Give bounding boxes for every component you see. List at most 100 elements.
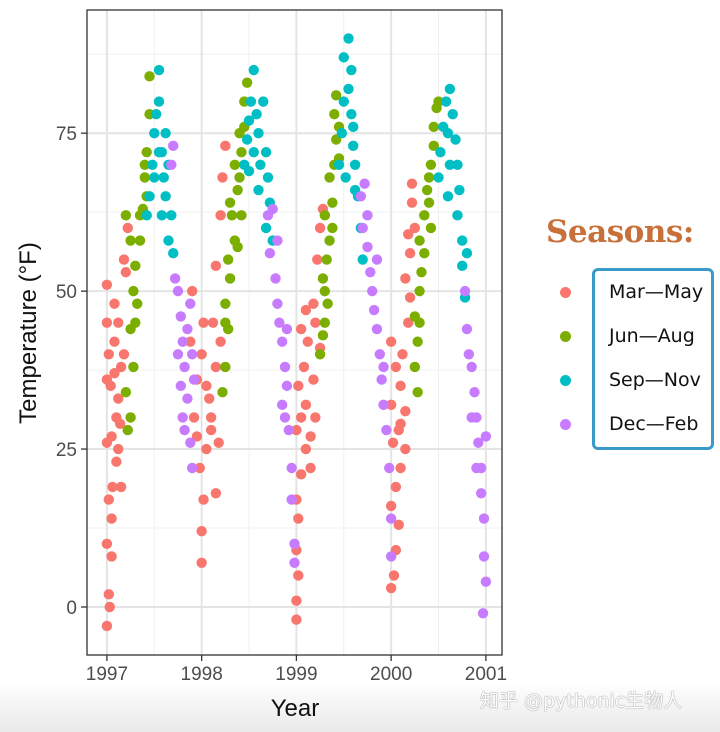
- legend-item: Sep—Nov: [560, 365, 701, 395]
- point-mar-may: [406, 178, 418, 189]
- point-dec-feb: [366, 285, 378, 297]
- point-dec-feb: [365, 266, 376, 278]
- point-dec-feb: [182, 393, 193, 404]
- point-jun-aug: [327, 222, 338, 234]
- point-sep-nov: [346, 109, 357, 120]
- point-dec-feb: [355, 191, 367, 202]
- point-sep-nov: [166, 210, 177, 221]
- point-dec-feb: [177, 336, 188, 347]
- legend-label: Jun—Aug: [609, 325, 695, 347]
- point-jun-aug: [317, 273, 329, 284]
- point-dec-feb: [376, 374, 387, 385]
- point-dec-feb: [289, 557, 300, 568]
- legend-item: Mar—May: [560, 277, 703, 307]
- point-mar-may: [295, 412, 307, 423]
- point-sep-nov: [450, 134, 461, 145]
- point-sep-nov: [144, 191, 155, 202]
- point-dec-feb: [289, 538, 300, 550]
- point-mar-may: [111, 456, 122, 467]
- point-mar-may: [402, 229, 414, 240]
- point-dec-feb: [385, 551, 397, 562]
- point-sep-nov: [243, 165, 255, 177]
- plot-panel-border: [86, 9, 503, 656]
- x-tick-label: 1998: [181, 664, 223, 685]
- point-mar-may: [104, 601, 115, 613]
- point-mar-may: [291, 424, 302, 436]
- point-sep-nov: [160, 191, 171, 202]
- point-sep-nov: [452, 159, 463, 170]
- point-sep-nov: [349, 159, 361, 170]
- point-mar-may: [198, 317, 209, 328]
- point-sep-nov: [346, 64, 357, 76]
- point-sep-nov: [447, 109, 458, 120]
- point-dec-feb: [381, 424, 392, 436]
- point-dec-feb: [378, 361, 389, 373]
- point-mar-may: [109, 368, 120, 379]
- point-jun-aug: [220, 298, 231, 309]
- point-mar-may: [215, 210, 226, 221]
- point-mar-may: [198, 494, 209, 505]
- point-mar-may: [103, 494, 114, 505]
- point-mar-may: [293, 513, 304, 524]
- point-mar-may: [390, 361, 402, 373]
- y-axis-label: Temperature (°F): [15, 242, 42, 424]
- point-mar-may: [186, 285, 198, 297]
- point-sep-nov: [168, 248, 179, 259]
- point-jun-aug: [139, 172, 150, 183]
- point-dec-feb: [466, 361, 477, 373]
- y-tick-label: 0: [66, 598, 77, 619]
- point-jun-aug: [414, 317, 425, 328]
- point-jun-aug: [319, 317, 331, 328]
- point-jun-aug: [416, 266, 427, 278]
- point-dec-feb: [362, 210, 373, 221]
- point-sep-nov: [435, 146, 446, 158]
- point-sep-nov: [149, 172, 160, 183]
- point-dec-feb: [477, 608, 489, 619]
- point-jun-aug: [329, 109, 340, 120]
- point-mar-may: [196, 349, 207, 360]
- point-mar-may: [115, 481, 127, 493]
- x-tick-label: 2000: [370, 664, 412, 685]
- point-jun-aug: [120, 386, 132, 398]
- point-jun-aug: [314, 349, 326, 360]
- point-sep-nov: [243, 115, 255, 126]
- point-sep-nov: [461, 248, 473, 259]
- point-jun-aug: [321, 254, 332, 265]
- point-mar-may: [103, 589, 114, 600]
- point-sep-nov: [149, 127, 160, 139]
- point-sep-nov: [357, 254, 368, 265]
- legend-label: Sep—Nov: [609, 369, 701, 391]
- point-jun-aug: [224, 197, 236, 208]
- point-sep-nov: [338, 52, 349, 63]
- point-jun-aug: [327, 197, 338, 208]
- point-dec-feb: [359, 178, 370, 189]
- point-sep-nov: [150, 109, 162, 120]
- point-jun-aug: [322, 298, 333, 309]
- point-mar-may: [205, 424, 217, 436]
- point-dec-feb: [179, 424, 190, 436]
- watermark: 知乎 @pythonic生物人: [480, 690, 683, 712]
- point-mar-may: [385, 336, 397, 347]
- point-dec-feb: [378, 399, 389, 411]
- point-mar-may: [390, 481, 402, 493]
- point-dec-feb: [469, 386, 480, 398]
- point-dec-feb: [281, 380, 293, 392]
- point-sep-nov: [153, 96, 165, 107]
- point-jun-aug: [317, 330, 329, 341]
- legend-item: Jun—Aug: [560, 321, 695, 351]
- point-sep-nov: [147, 159, 158, 170]
- point-jun-aug: [423, 172, 435, 183]
- point-mar-may: [101, 620, 113, 632]
- point-mar-may: [201, 443, 212, 455]
- point-dec-feb: [286, 494, 297, 505]
- point-dec-feb: [357, 222, 368, 234]
- point-mar-may: [217, 172, 228, 183]
- point-sep-nov: [343, 33, 354, 44]
- point-mar-may: [300, 443, 312, 455]
- point-dec-feb: [478, 551, 490, 562]
- point-jun-aug: [130, 317, 141, 328]
- point-jun-aug: [234, 172, 245, 183]
- point-jun-aug: [122, 424, 133, 436]
- point-mar-may: [215, 336, 226, 347]
